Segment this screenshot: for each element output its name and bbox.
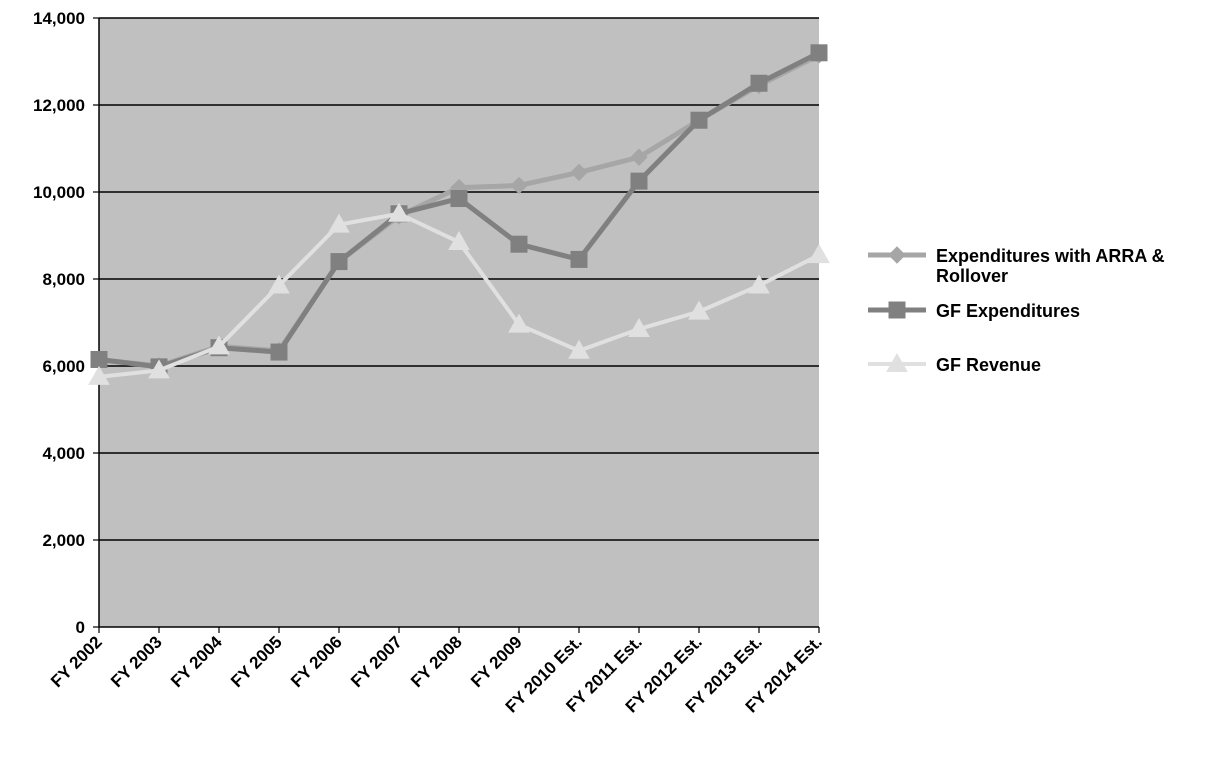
legend-item: GF Revenue (868, 352, 1041, 375)
legend-marker-triangle (886, 352, 908, 372)
legend-marker-square (888, 301, 906, 319)
data-point-square (630, 172, 648, 190)
y-tick-label: 2,000 (42, 531, 85, 550)
y-tick-label: 8,000 (42, 270, 85, 289)
data-point-triangle (508, 313, 530, 333)
data-point-triangle (808, 244, 830, 264)
data-point-triangle (328, 213, 350, 233)
data-point-triangle (88, 365, 110, 385)
data-point-square (690, 111, 708, 129)
y-tick-label: 10,000 (33, 183, 85, 202)
data-point-square (90, 350, 108, 368)
x-tick-label: FY 2005 (227, 632, 286, 691)
data-point-diamond (630, 148, 648, 166)
x-tick-label: FY 2003 (107, 632, 166, 691)
plot-area (99, 18, 819, 627)
data-point-triangle (448, 231, 470, 251)
data-point-square (570, 250, 588, 268)
data-point-square (810, 44, 828, 62)
legend-marker-diamond (888, 246, 906, 264)
y-axis-ticks: 0 2,000 4,000 6,000 8,000 10,000 12,000 14,000 (33, 9, 99, 637)
data-point-triangle (148, 359, 170, 379)
data-point-diamond (570, 163, 588, 182)
y-tick-label: 0 (76, 618, 85, 637)
y-tick-label: 6,000 (42, 357, 85, 376)
data-point-triangle (208, 335, 230, 355)
data-point-square (450, 190, 468, 208)
x-tick-label: FY 2008 (407, 632, 466, 691)
data-point-triangle (748, 274, 770, 294)
legend-label: GF Revenue (936, 355, 1041, 375)
data-point-triangle (268, 274, 290, 294)
y-tick-label: 12,000 (33, 96, 85, 115)
data-point-triangle (568, 339, 590, 359)
data-point-square (330, 253, 348, 271)
x-axis-ticks: FY 2002 FY 2003 FY 2004 FY 2005 FY 2006 FY 20… (47, 627, 826, 716)
data-point-square (510, 235, 528, 253)
x-tick-label: FY 2009 (467, 632, 526, 691)
x-tick-label: FY 2004 (167, 632, 226, 691)
legend-label: Expenditures with ARRA & (936, 246, 1165, 266)
data-point-triangle (628, 318, 650, 338)
data-point-triangle (688, 300, 710, 320)
x-tick-label: FY 2007 (347, 632, 406, 691)
legend-item: Expenditures with ARRA &Rollover (868, 246, 1165, 286)
data-point-diamond (510, 176, 528, 195)
legend-item: GF Expenditures (868, 301, 1080, 321)
x-tick-label: FY 2002 (47, 632, 106, 691)
y-tick-label: 14,000 (33, 9, 85, 28)
y-tick-label: 4,000 (42, 444, 85, 463)
data-point-triangle (388, 202, 410, 222)
data-point-square (270, 343, 288, 361)
legend-label: GF Expenditures (936, 301, 1080, 321)
data-point-square (750, 74, 768, 92)
legend-label: Rollover (936, 266, 1008, 286)
legend: Expenditures with ARRA &Rollover GF Expen… (868, 246, 1165, 375)
series-3 (88, 202, 830, 385)
series-group (88, 44, 830, 385)
x-tick-label: FY 2006 (287, 632, 346, 691)
